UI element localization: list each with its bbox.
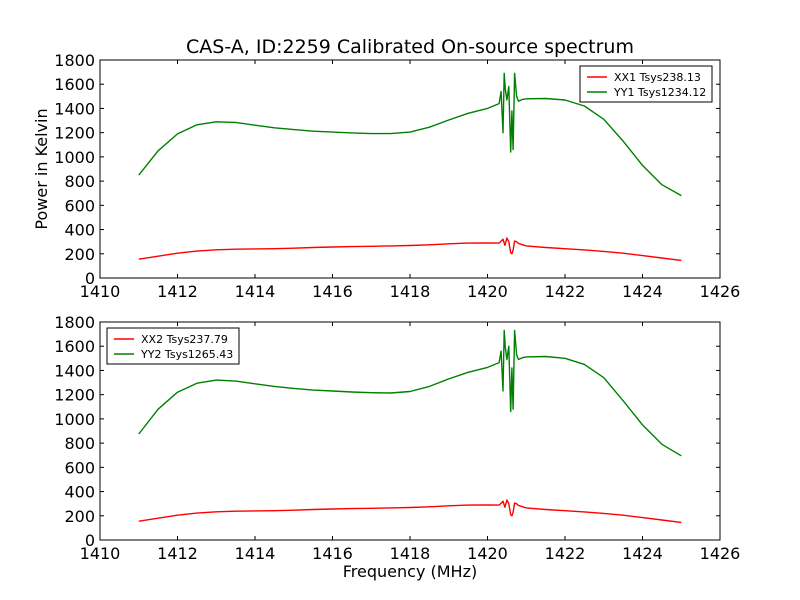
- x-tick-label: 1418: [390, 282, 431, 301]
- x-tick-label: 1410: [80, 544, 121, 563]
- y-tick-label: 1600: [54, 337, 95, 356]
- x-tick-label: 1426: [700, 282, 741, 301]
- y-tick-label: 1600: [54, 75, 95, 94]
- y-tick-label: 1400: [54, 361, 95, 380]
- y-tick-label: 1800: [54, 51, 95, 70]
- x-tick-label: 1422: [545, 282, 586, 301]
- legend-label: XX2 Tsys237.79: [141, 333, 228, 346]
- legend: XX1 Tsys238.13 YY1 Tsys1234.12: [579, 65, 713, 103]
- series-group: [138, 72, 682, 262]
- x-tick-label: 1418: [390, 544, 431, 563]
- panel-1: 1410 1412 1414 1416 1418 1420 1422 1424 1426 0 200…: [54, 51, 740, 301]
- y-tick-label: 1400: [54, 99, 95, 118]
- legend-label: YY1 Tsys1234.12: [613, 86, 706, 99]
- x-tick-label: 1420: [467, 544, 508, 563]
- y-tick-label: 200: [64, 507, 95, 526]
- y-tick-label: 800: [64, 172, 95, 191]
- y-axis-title: Power in Kelvin: [32, 108, 51, 229]
- y-tick-label: 1200: [54, 386, 95, 405]
- y-tick-label: 400: [64, 221, 95, 240]
- y-tick-label: 1800: [54, 313, 95, 332]
- series-line-1: [138, 499, 682, 524]
- panel-2: 1410 1412 1414 1416 1418 1420 1422 1424 1426 0 200…: [54, 313, 740, 563]
- legend-box: [579, 65, 713, 103]
- x-tick-label: 1414: [235, 544, 276, 563]
- series-line-2: [138, 329, 682, 457]
- y-tick-label: 0: [85, 531, 95, 550]
- chart-title: CAS-A, ID:2259 Calibrated On-source spec…: [186, 36, 634, 58]
- series-group: [138, 329, 682, 524]
- y-tick-label: 200: [64, 245, 95, 264]
- legend-box: [106, 327, 240, 365]
- y-tick-label: 0: [85, 269, 95, 288]
- legend-label: XX1 Tsys238.13: [614, 71, 701, 84]
- y-tick-label: 600: [64, 196, 95, 215]
- series-line-2: [138, 72, 682, 197]
- series-line-1: [138, 237, 682, 262]
- x-tick-label: 1426: [700, 544, 741, 563]
- x-tick-label: 1424: [622, 282, 663, 301]
- x-tick-label: 1416: [312, 544, 353, 563]
- panels-layer: 1410 1412 1414 1416 1418 1420 1422 1424 1426 0 200…: [54, 51, 740, 563]
- y-tick-label: 800: [64, 434, 95, 453]
- x-tick-label: 1412: [157, 282, 198, 301]
- x-tick-label: 1416: [312, 282, 353, 301]
- x-tick-label: 1422: [545, 544, 586, 563]
- x-tick-label: 1410: [80, 282, 121, 301]
- x-tick-label: 1412: [157, 544, 198, 563]
- x-axis-title: Frequency (MHz): [343, 562, 477, 581]
- x-tick-label: 1414: [235, 282, 276, 301]
- y-tick-label: 1000: [54, 148, 95, 167]
- y-tick-label: 1200: [54, 124, 95, 143]
- legend: XX2 Tsys237.79 YY2 Tsys1265.43: [106, 327, 240, 365]
- x-tick-label: 1424: [622, 544, 663, 563]
- y-tick-label: 1000: [54, 410, 95, 429]
- legend-label: YY2 Tsys1265.43: [140, 348, 233, 361]
- x-tick-label: 1420: [467, 282, 508, 301]
- y-tick-label: 400: [64, 483, 95, 502]
- y-tick-label: 600: [64, 458, 95, 477]
